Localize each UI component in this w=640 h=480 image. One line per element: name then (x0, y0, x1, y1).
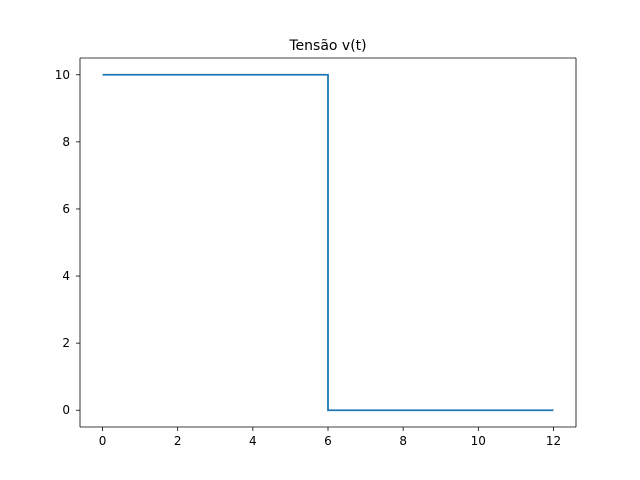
series-layer (102, 73, 554, 412)
x-axis-tick-label: 8 (399, 434, 407, 448)
x-axis-tick-label: 6 (324, 434, 332, 448)
y-axis: 0 2 4 6 8 10 (55, 68, 80, 417)
x-axis: 0 2 4 6 8 10 12 (99, 427, 561, 448)
x-axis-tick-label: 4 (249, 434, 257, 448)
x-axis-tick-label: 0 (99, 434, 107, 448)
y-axis-tick-label: 0 (62, 403, 70, 417)
y-axis-tick-label: 10 (55, 68, 70, 82)
y-axis-tick-label: 2 (62, 336, 70, 350)
chart-title: Tensão v(t) (288, 38, 366, 54)
y-axis-tick-label: 6 (62, 202, 70, 216)
y-axis-tick-label: 4 (62, 269, 70, 283)
x-axis-tick-label: 2 (174, 434, 182, 448)
y-axis-tick-label: 8 (62, 135, 70, 149)
x-axis-tick-label: 10 (471, 434, 486, 448)
series-line (102, 73, 554, 412)
x-axis-tick-label: 12 (546, 434, 561, 448)
